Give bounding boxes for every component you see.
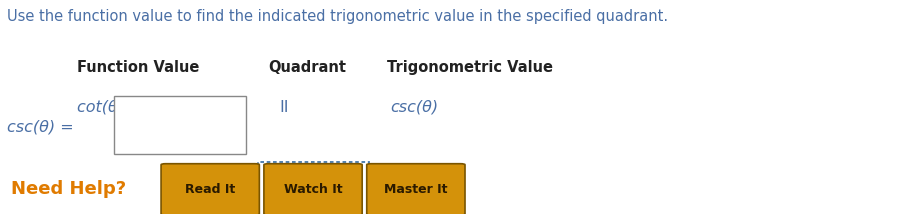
Text: Need Help?: Need Help? (11, 180, 126, 198)
Text: Function Value: Function Value (77, 60, 199, 75)
Text: Quadrant: Quadrant (268, 60, 347, 75)
Text: cot(θ) =: cot(θ) = (77, 100, 148, 114)
Bar (114, 96, 246, 154)
Text: −5: −5 (161, 100, 187, 117)
FancyBboxPatch shape (161, 164, 259, 214)
Text: Master It: Master It (384, 183, 448, 196)
Text: csc(θ) =: csc(θ) = (7, 120, 74, 135)
Bar (258, 162, 369, 214)
Text: Read It: Read It (185, 183, 236, 196)
Text: Use the function value to find the indicated trigonometric value in the specifie: Use the function value to find the indic… (7, 9, 669, 24)
FancyBboxPatch shape (367, 164, 465, 214)
FancyBboxPatch shape (264, 164, 362, 214)
Text: csc(θ): csc(θ) (390, 100, 439, 114)
Text: II: II (279, 100, 288, 114)
Text: Trigonometric Value: Trigonometric Value (387, 60, 552, 75)
Text: Watch It: Watch It (284, 183, 342, 196)
